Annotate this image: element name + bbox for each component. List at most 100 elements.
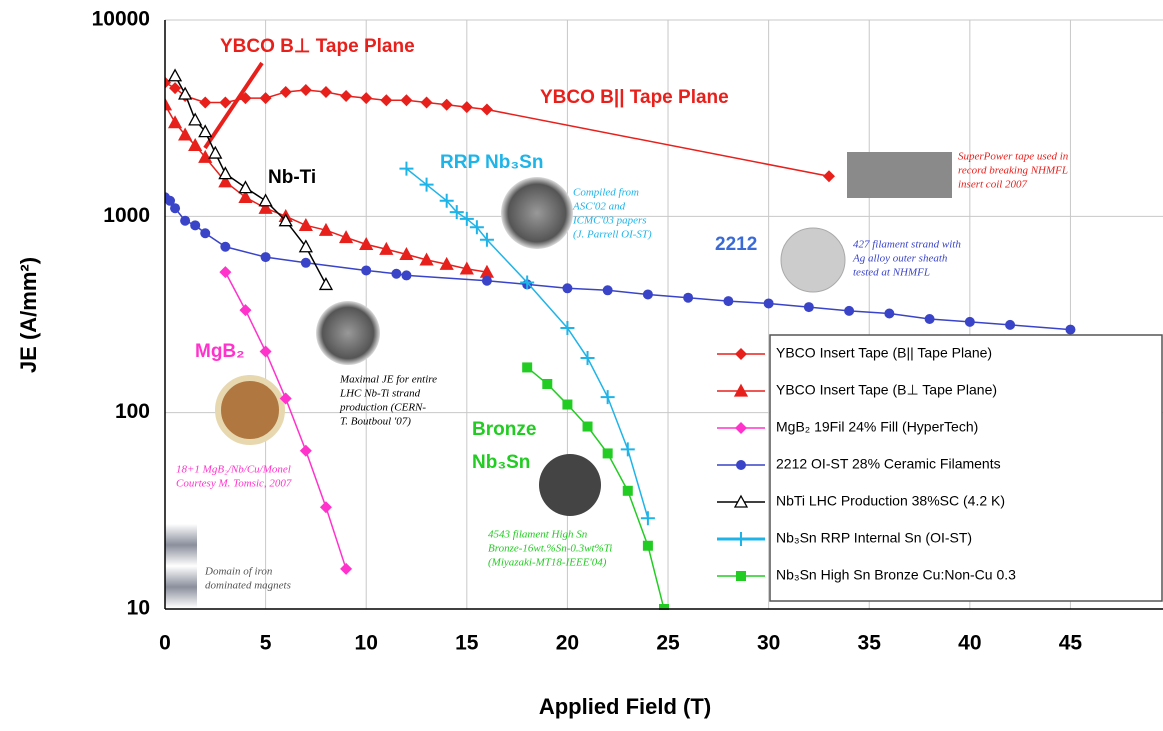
annotation: dominated magnets (205, 580, 291, 592)
y-tick-label: 100 (115, 400, 150, 423)
marker (925, 314, 935, 324)
annotation: Nb₃Sn (472, 452, 530, 473)
marker (340, 90, 352, 102)
marker (189, 114, 201, 125)
marker (169, 117, 181, 128)
annotation: MgB₂ (195, 341, 245, 362)
marker (643, 541, 653, 551)
legend-label: YBCO Insert Tape (B⊥ Tape Plane) (776, 382, 997, 398)
mgb2-photo (218, 378, 282, 442)
marker (300, 445, 312, 457)
annotation: record breaking NHMFL (958, 165, 1068, 177)
legend: YBCO Insert Tape (B|| Tape Plane) YBCO In… (717, 335, 1162, 601)
x-tick-label: 45 (1059, 632, 1083, 655)
x-axis-title: Applied Field (T) (539, 694, 711, 719)
marker (482, 276, 492, 286)
legend-label: Nb₃Sn RRP Internal Sn (OI-ST) (776, 530, 972, 546)
marker (169, 70, 181, 81)
marker (461, 101, 473, 113)
annotation: YBCO B|| Tape Plane (540, 87, 729, 108)
marker (170, 203, 180, 213)
marker (260, 195, 272, 206)
marker (320, 501, 332, 513)
marker (320, 278, 332, 289)
annotation: 2212 (715, 234, 757, 255)
marker (481, 104, 493, 116)
marker (260, 92, 272, 104)
marker (542, 379, 552, 389)
marker (764, 298, 774, 308)
marker (340, 563, 352, 575)
x-tick-label: 40 (958, 632, 981, 655)
marker (965, 317, 975, 327)
marker (641, 511, 655, 525)
marker (340, 232, 352, 243)
marker (621, 442, 635, 456)
marker (581, 351, 595, 365)
marker (360, 92, 372, 104)
annotation: Courtesy M. Tomsic, 2007 (176, 478, 292, 490)
marker (220, 242, 230, 252)
annotation: (Miyazaki-MT18-IEEE'04) (488, 557, 607, 569)
marker (562, 400, 572, 410)
marker (190, 220, 200, 230)
marker (823, 170, 835, 182)
legend-label: NbTi LHC Production 38%SC (4.2 K) (776, 493, 1005, 509)
y-axis-title: JE (A/mm²) (16, 257, 41, 373)
annotation: Ag alloy outer sheath (852, 253, 948, 265)
marker (300, 84, 312, 96)
rrp-photo (501, 177, 573, 249)
x-tick-label: 0 (159, 632, 171, 655)
marker (420, 178, 434, 192)
marker (1065, 325, 1075, 335)
annotation: RRP Nb₃Sn (440, 152, 543, 173)
annotation: (J. Parrell OI-ST) (573, 229, 652, 241)
x-tick-label: 35 (858, 632, 882, 655)
annotation: SuperPower tape used in (958, 151, 1069, 163)
marker (219, 266, 231, 278)
marker (736, 571, 746, 581)
marker (522, 362, 532, 372)
marker (200, 228, 210, 238)
annotation: Domain of iron (204, 566, 273, 578)
marker (320, 86, 332, 98)
marker (1005, 320, 1015, 330)
marker (441, 99, 453, 111)
marker (239, 304, 251, 316)
annotation: T. Boutboul '07) (340, 416, 411, 428)
chart: YBCO B⊥ Tape PlaneYBCO B|| Tape PlaneNb-… (0, 0, 1163, 726)
pointer-line (205, 63, 262, 148)
marker (844, 306, 854, 316)
marker (723, 296, 733, 306)
x-tick-label: 30 (757, 632, 780, 655)
marker (804, 302, 814, 312)
annotation: 4543 filament High Sn (488, 529, 588, 541)
annotation: ICMC'03 papers (572, 215, 647, 227)
annotation: LHC Nb-Ti strand (339, 388, 421, 400)
marker (736, 460, 746, 470)
marker (734, 532, 748, 546)
marker (735, 348, 747, 360)
x-tick-label: 5 (260, 632, 272, 655)
legend-label: YBCO Insert Tape (B|| Tape Plane) (776, 345, 992, 361)
marker (884, 308, 894, 318)
annotation: production (CERN- (339, 402, 426, 414)
marker (360, 238, 372, 249)
nbti-photo (316, 301, 380, 365)
marker (583, 422, 593, 432)
annotation: Bronze-16wt.%Sn-0.3wt%Ti (488, 543, 612, 555)
marker (400, 94, 412, 106)
annotation: ASC'02 and (572, 201, 626, 213)
marker (401, 270, 411, 280)
marker (260, 345, 272, 357)
annotation: Maximal JE for entire (339, 374, 437, 386)
marker (361, 265, 371, 275)
marker (562, 283, 572, 293)
marker (219, 168, 231, 179)
series-line (165, 105, 487, 272)
marker (301, 258, 311, 268)
marker (603, 448, 613, 458)
y-tick-label: 10000 (92, 8, 150, 31)
x-tick-label: 15 (455, 632, 479, 655)
annotation: insert coil 2007 (958, 179, 1028, 191)
